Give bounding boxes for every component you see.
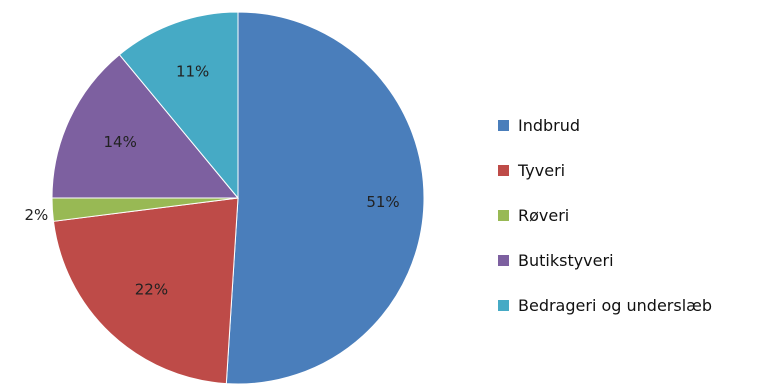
pie-slice-bedrageri — [118, 11, 239, 200]
legend: Indbrud Tyveri Røveri Butikstyveri Bedra… — [498, 103, 712, 328]
legend-item-indbrud: Indbrud — [498, 103, 712, 148]
legend-label-tyveri: Tyveri — [518, 161, 566, 180]
legend-item-butikstyveri: Butikstyveri — [498, 238, 712, 283]
legend-label-indbrud: Indbrud — [518, 116, 581, 135]
pie-slice-indbrud — [225, 11, 425, 385]
pie-slice-butikstyveri — [51, 53, 240, 199]
legend-label-bedrageri: Bedrageri og underslæb — [518, 296, 713, 315]
legend-swatch-bedrageri — [498, 300, 509, 311]
legend-item-bedrageri: Bedrageri og underslæb — [498, 283, 712, 328]
legend-item-roveri: Røveri — [498, 193, 712, 238]
legend-item-tyveri: Tyveri — [498, 148, 712, 193]
pie-chart: 51% 22% 2% 14% 11% — [24, 11, 425, 385]
legend-swatch-butikstyveri — [498, 255, 509, 266]
data-label-bedrageri: 11% — [176, 62, 209, 80]
data-label-tyveri: 22% — [135, 281, 168, 299]
legend-label-roveri: Røveri — [518, 206, 570, 225]
data-label-butikstyveri: 14% — [104, 133, 137, 151]
legend-swatch-tyveri — [498, 165, 509, 176]
legend-label-butikstyveri: Butikstyveri — [518, 251, 614, 270]
legend-swatch-indbrud — [498, 120, 509, 131]
pie-slice-tyveri — [52, 197, 239, 385]
data-label-indbrud: 51% — [366, 193, 399, 211]
data-label-roveri: 2% — [24, 206, 48, 224]
legend-swatch-roveri — [498, 210, 509, 221]
